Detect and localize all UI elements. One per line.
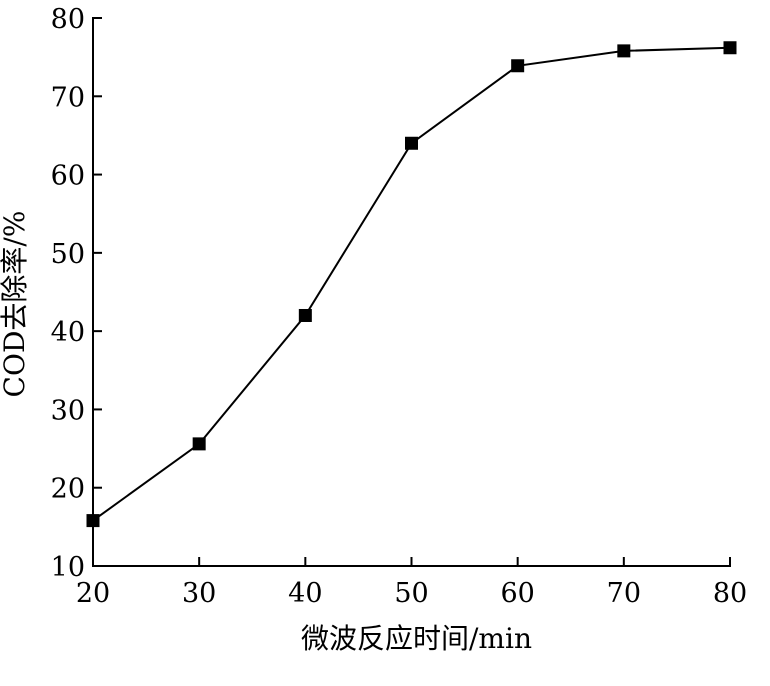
- x-tick-label: 20: [76, 578, 110, 609]
- y-ticks: 10 20 30 40 50 60 70 80: [51, 4, 102, 583]
- data-point: [192, 437, 206, 451]
- y-tick-label: 10: [51, 552, 85, 583]
- y-tick-label: 80: [51, 4, 85, 35]
- data-point: [511, 59, 525, 73]
- x-tick-label: 60: [500, 578, 534, 609]
- x-tick-label: 30: [182, 578, 216, 609]
- series-line: [92, 46, 731, 522]
- data-point: [723, 41, 737, 55]
- series-group: [86, 41, 737, 528]
- y-tick-label: 30: [51, 395, 85, 426]
- y-tick-label: 40: [51, 317, 85, 348]
- data-point: [86, 514, 100, 528]
- x-ticks: 20 30 40 50 60 70 80: [76, 557, 747, 609]
- y-tick-label: 20: [51, 474, 85, 505]
- x-tick-label: 80: [713, 578, 747, 609]
- x-tick-label: 70: [607, 578, 641, 609]
- axes: [92, 17, 731, 567]
- y-tick-label: 70: [51, 82, 85, 113]
- data-point: [298, 308, 312, 322]
- data-point: [405, 136, 418, 150]
- data-point: [617, 44, 631, 58]
- y-tick-label: 50: [51, 239, 85, 270]
- x-axis-title: 微波反应时间/min: [301, 622, 532, 655]
- y-axis-title: COD去除率/%: [0, 211, 31, 398]
- x-tick-label: 40: [288, 578, 322, 609]
- x-tick-label: 50: [394, 578, 428, 609]
- y-tick-label: 60: [51, 161, 85, 192]
